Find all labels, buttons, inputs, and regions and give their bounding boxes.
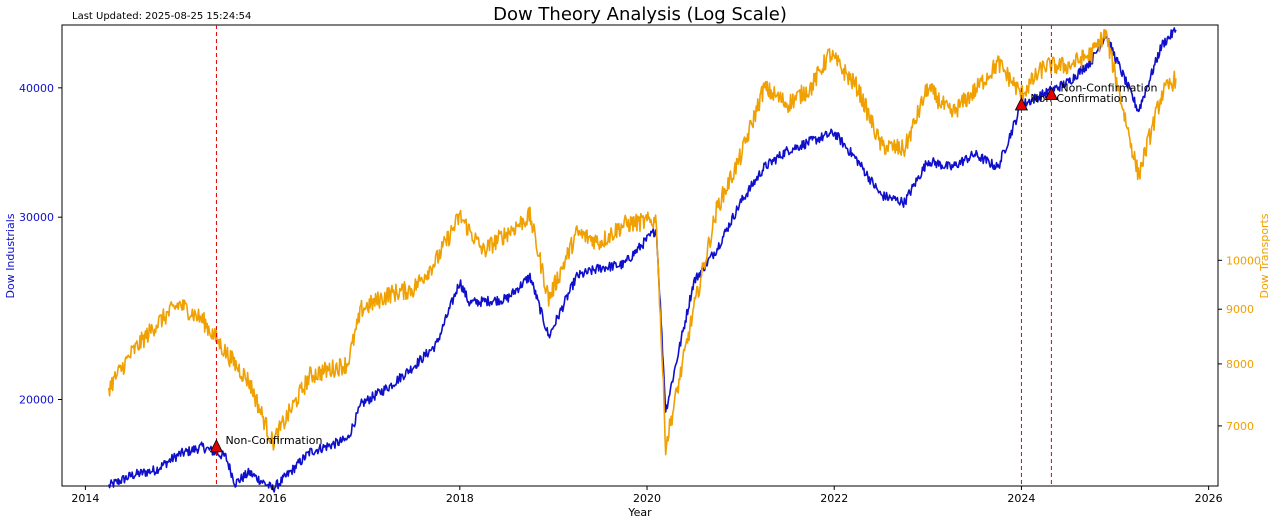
x-axis-ticks: 2014 2016 2018 2020 2022 2024 2026 <box>71 486 1223 505</box>
left-tick-label: 40000 <box>19 82 54 95</box>
plot-area: Non-ConfirmationNon-ConfirmationNon-Conf… <box>19 24 1261 505</box>
signal-triangle-marker <box>209 439 224 453</box>
x-tick-label: 2016 <box>259 492 287 505</box>
x-axis-label: Year <box>627 506 652 519</box>
x-tick-label: 2022 <box>820 492 848 505</box>
x-tick-label: 2026 <box>1195 492 1223 505</box>
right-axis-ticks: 7000 8000 9000 10000 <box>1218 254 1261 433</box>
x-tick-label: 2014 <box>71 492 99 505</box>
last-updated-text: Last Updated: 2025-08-25 15:24:54 <box>72 11 251 22</box>
signal-markers: Non-ConfirmationNon-ConfirmationNon-Conf… <box>209 25 1157 486</box>
right-axis-label: Dow Transports <box>1258 213 1271 298</box>
series-line-dow-transports <box>108 28 1177 456</box>
signal-triangle-marker <box>1014 97 1029 111</box>
right-tick-label: 10000 <box>1226 254 1261 267</box>
left-axis-label: Dow Industrials <box>4 213 17 298</box>
right-tick-label: 8000 <box>1226 358 1254 371</box>
left-tick-label: 30000 <box>19 211 54 224</box>
x-tick-label: 2020 <box>633 492 661 505</box>
left-axis-ticks: 20000 30000 40000 <box>19 82 62 407</box>
signal-triangle-marker <box>1044 86 1059 100</box>
series-line-dow-industrials <box>108 27 1177 493</box>
signal-annotation-label: Non-Confirmation <box>1060 82 1157 95</box>
x-tick-label: 2018 <box>446 492 474 505</box>
series-lines <box>108 27 1177 493</box>
right-tick-label: 7000 <box>1226 420 1254 433</box>
left-tick-label: 20000 <box>19 394 54 407</box>
signal-annotation-label: Non-Confirmation <box>225 434 322 447</box>
chart-title: Dow Theory Analysis (Log Scale) <box>493 4 787 25</box>
plot-frame <box>61 24 1219 487</box>
right-tick-label: 9000 <box>1226 303 1254 316</box>
x-tick-label: 2024 <box>1007 492 1035 505</box>
